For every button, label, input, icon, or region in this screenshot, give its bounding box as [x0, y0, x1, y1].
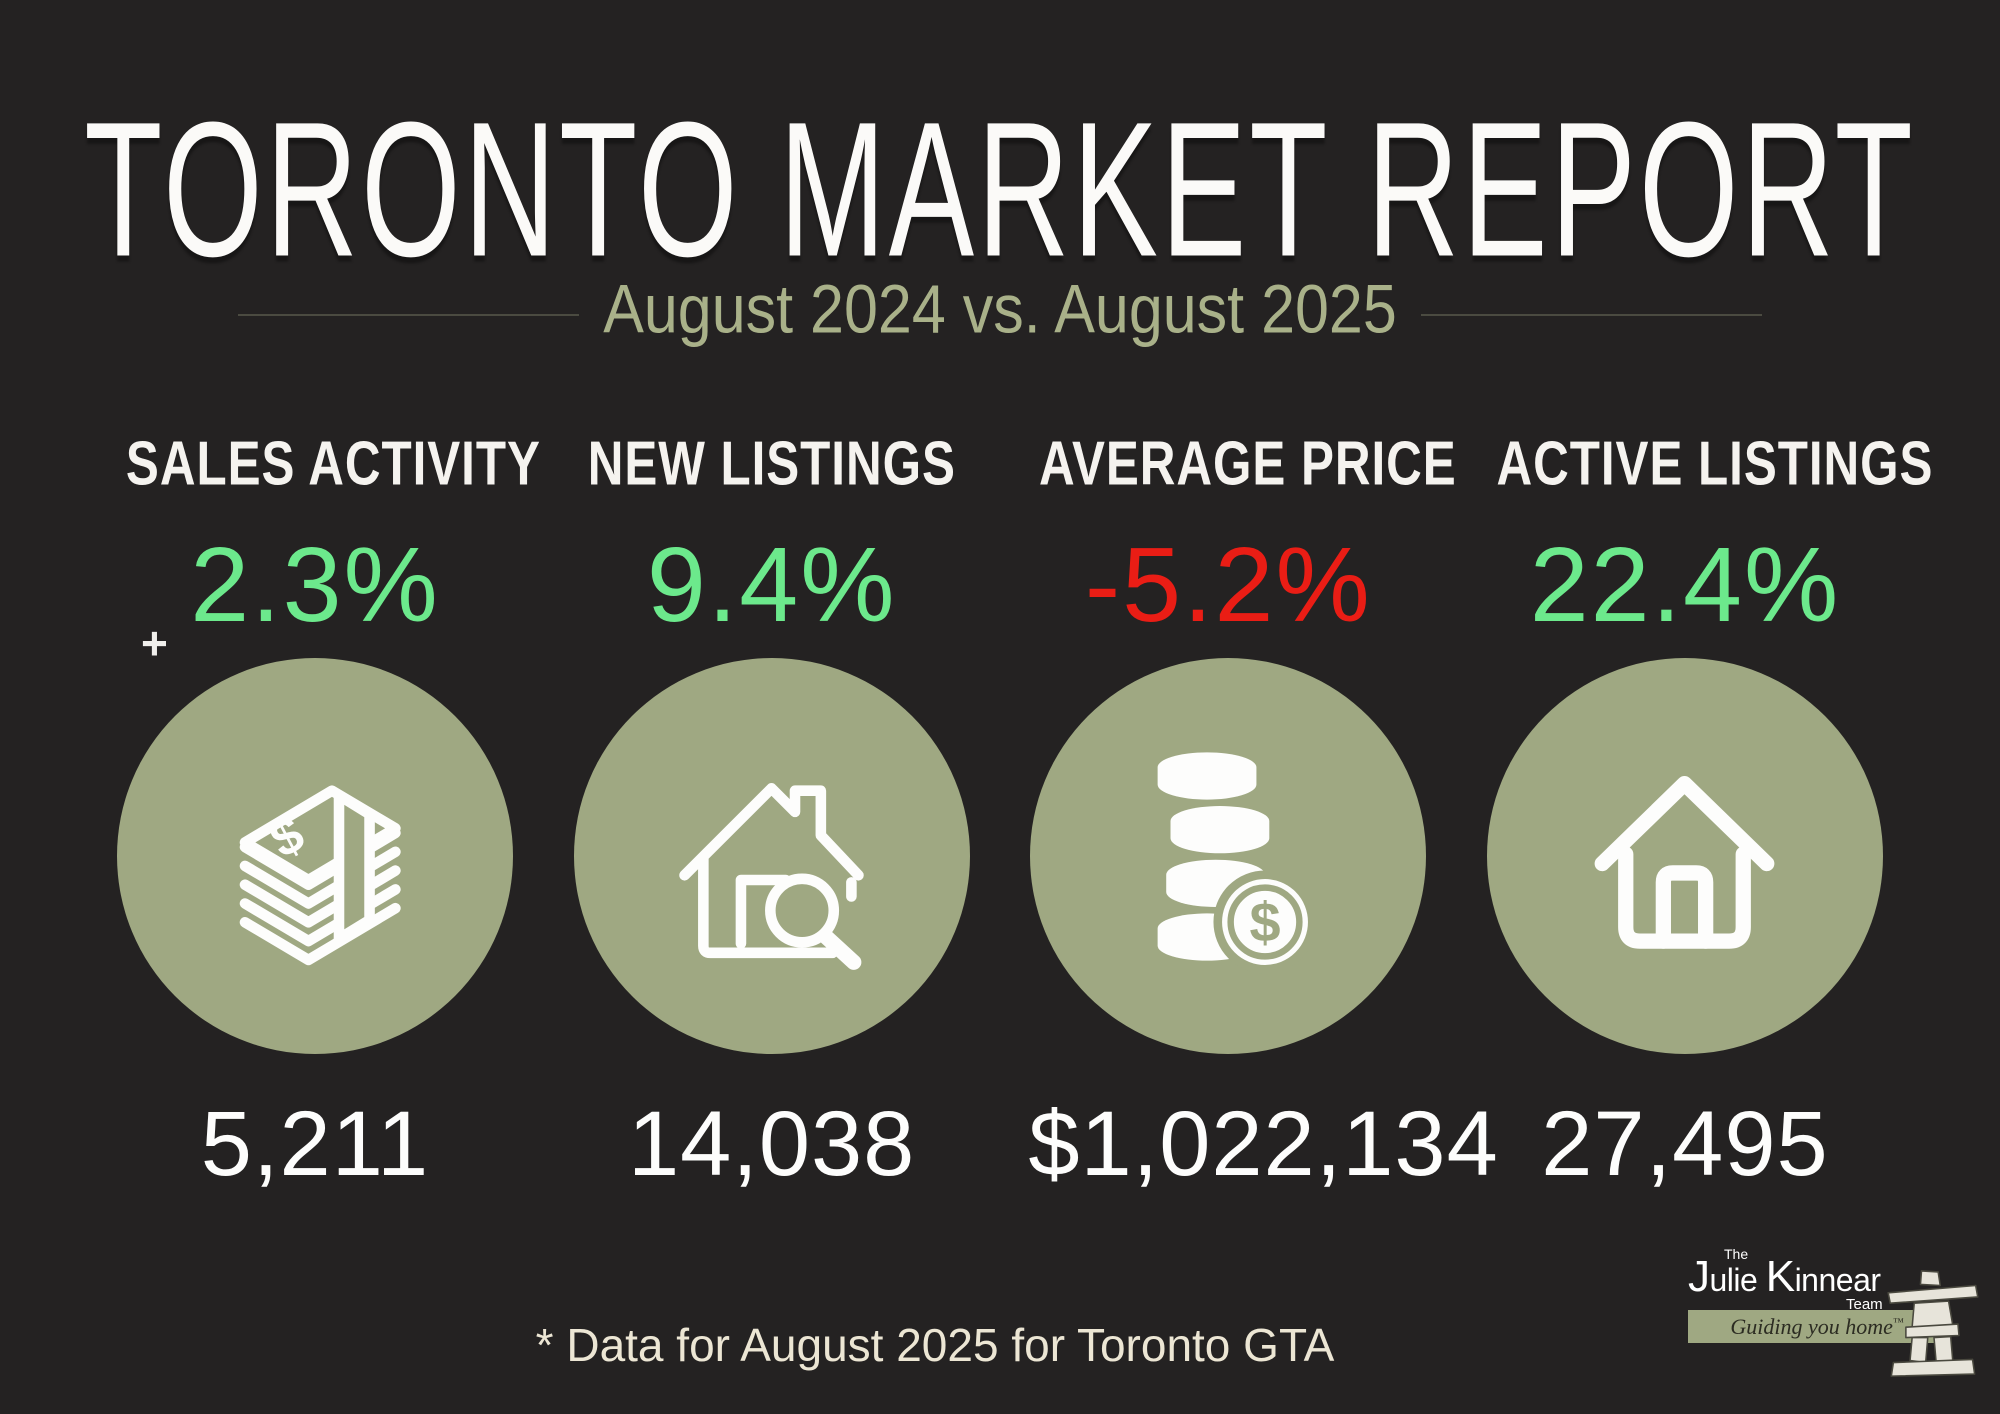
page-title-text: TORONTO MARKET REPORT — [84, 83, 1916, 298]
stat-change: 2.3% — [190, 526, 440, 644]
stat-change: 22.4% — [1529, 526, 1841, 644]
money-stack-icon: $ — [239, 785, 401, 966]
stat-value: 5,211 — [200, 1093, 430, 1196]
stat-icon-circle: $ — [1030, 658, 1427, 1055]
logo-the: The — [1724, 1246, 1749, 1262]
coins-icon: $ — [1157, 752, 1317, 974]
stat-label: AVERAGE PRICE — [1039, 429, 1457, 499]
stat-label: SALES ACTIVITY — [125, 429, 541, 499]
footnote: * Data for August 2025 for Toronto GTA — [535, 1319, 1335, 1371]
stat-label: NEW LISTINGS — [587, 429, 956, 499]
svg-text:$: $ — [1249, 890, 1280, 953]
stat-icon-circle — [573, 658, 970, 1055]
stats-row: SALES ACTIVITY 2.3% + $ 5,211 — [115, 428, 1934, 1196]
stat-label: ACTIVE LISTINGS — [1496, 429, 1934, 499]
stat-new-listings: NEW LISTINGS 9.4% 14,038 — [572, 428, 972, 1194]
stat-sales-activity: SALES ACTIVITY 2.3% + $ 5,211 — [115, 428, 541, 1196]
stat-value: $1,022,134 — [1028, 1093, 1499, 1196]
page-title: TORONTO MARKET REPORT — [0, 80, 2000, 298]
stat-value: 14,038 — [627, 1093, 916, 1196]
house-search-icon — [679, 783, 864, 970]
stat-icon-circle: $ — [117, 658, 513, 1055]
stat-change: 9.4% — [646, 526, 897, 644]
stat-value: 27,495 — [1541, 1093, 1829, 1196]
subtitle-text: August 2024 vs. August 2025 — [579, 270, 1421, 349]
brand-logo: The Julie Kinnear Team Guiding you home™ — [1688, 1246, 1990, 1402]
logo-name: Julie Kinnear — [1688, 1252, 1881, 1301]
stat-active-listings: ACTIVE LISTINGS 22.4% 27,495 — [1485, 428, 1934, 1196]
stat-average-price: AVERAGE PRICE -5.2% $ $1,022,134 — [1028, 428, 1499, 1196]
logo-tagline: Guiding you home™ — [1730, 1313, 1904, 1339]
logo-team: Team — [1846, 1296, 1883, 1313]
plus-sign: + — [141, 617, 168, 669]
house-icon — [1595, 775, 1775, 949]
stat-icon-circle — [1486, 658, 1883, 1055]
stat-change: -5.2% — [1084, 526, 1372, 644]
subtitle-row: August 2024 vs. August 2025 — [238, 270, 1762, 349]
inukshuk-icon — [1887, 1270, 1979, 1377]
logo-tagline-banner: Guiding you home™ — [1688, 1310, 1946, 1343]
